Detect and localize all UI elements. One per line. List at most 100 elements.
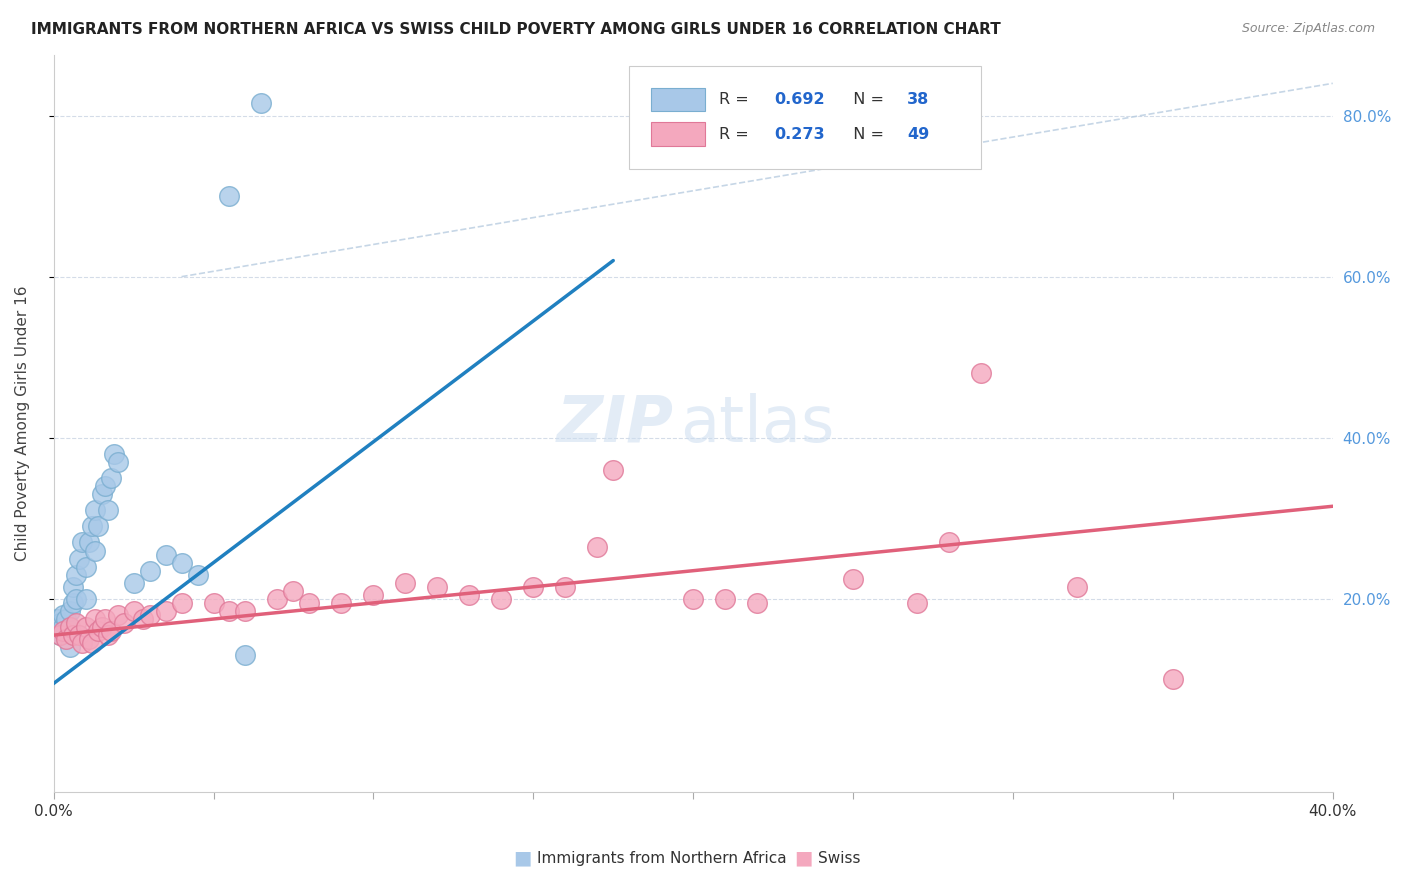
Point — [298, 596, 321, 610]
Point — [363, 588, 385, 602]
Text: Immigrants from Northern Africa: Immigrants from Northern Africa — [537, 851, 787, 865]
Point — [67, 628, 90, 642]
Text: 0.692: 0.692 — [773, 92, 824, 107]
Text: Swiss: Swiss — [818, 851, 860, 865]
Text: atlas: atlas — [681, 392, 835, 455]
Point — [65, 591, 87, 606]
Point — [45, 624, 67, 639]
Point — [59, 620, 82, 634]
Point — [90, 487, 112, 501]
Point — [84, 612, 107, 626]
Point — [55, 612, 77, 626]
Point — [426, 580, 449, 594]
Point — [72, 535, 94, 549]
Point — [250, 96, 273, 111]
Point — [49, 615, 72, 630]
Text: Source: ZipAtlas.com: Source: ZipAtlas.com — [1241, 22, 1375, 36]
Point — [218, 604, 240, 618]
Text: ■: ■ — [794, 848, 813, 868]
Point — [170, 596, 193, 610]
FancyBboxPatch shape — [651, 87, 704, 112]
Point — [62, 596, 84, 610]
Point — [122, 604, 145, 618]
Point — [714, 591, 737, 606]
Point — [970, 367, 993, 381]
FancyBboxPatch shape — [651, 122, 704, 145]
Point — [62, 628, 84, 642]
Point — [80, 519, 103, 533]
Point — [138, 564, 160, 578]
Point — [97, 628, 120, 642]
Point — [90, 620, 112, 634]
Point — [554, 580, 576, 594]
Point — [87, 624, 110, 639]
Point — [235, 604, 257, 618]
Point — [52, 607, 75, 622]
Point — [75, 620, 97, 634]
Point — [77, 632, 100, 647]
Point — [72, 636, 94, 650]
Point — [65, 615, 87, 630]
Point — [186, 567, 208, 582]
Point — [55, 624, 77, 639]
Point — [682, 591, 704, 606]
Point — [107, 455, 129, 469]
Point — [522, 580, 544, 594]
Point — [67, 551, 90, 566]
Point — [62, 580, 84, 594]
Point — [747, 596, 769, 610]
Text: R =: R = — [718, 92, 754, 107]
Point — [55, 632, 77, 647]
Point — [59, 640, 82, 655]
Point — [283, 583, 305, 598]
Point — [491, 591, 513, 606]
Point — [122, 575, 145, 590]
Point — [80, 636, 103, 650]
Point — [170, 556, 193, 570]
Point — [84, 543, 107, 558]
Text: ZIP: ZIP — [557, 392, 673, 455]
Point — [905, 596, 928, 610]
Point — [266, 591, 288, 606]
Point — [602, 463, 624, 477]
Point — [84, 503, 107, 517]
Y-axis label: Child Poverty Among Girls Under 16: Child Poverty Among Girls Under 16 — [15, 286, 30, 561]
Point — [65, 567, 87, 582]
Point — [45, 612, 67, 626]
Point — [330, 596, 353, 610]
Point — [218, 189, 240, 203]
Point — [59, 604, 82, 618]
Point — [394, 575, 416, 590]
Point — [103, 447, 125, 461]
Point — [77, 535, 100, 549]
Text: 38: 38 — [907, 92, 929, 107]
Point — [202, 596, 225, 610]
Text: R =: R = — [718, 127, 754, 142]
Text: ■: ■ — [513, 848, 531, 868]
Point — [100, 624, 122, 639]
Point — [842, 572, 865, 586]
Text: 0.273: 0.273 — [773, 127, 824, 142]
Point — [52, 620, 75, 634]
Point — [1066, 580, 1088, 594]
Point — [75, 591, 97, 606]
Point — [49, 628, 72, 642]
Point — [112, 615, 135, 630]
Point — [107, 607, 129, 622]
Text: N =: N = — [842, 92, 889, 107]
Point — [458, 588, 481, 602]
Point — [138, 607, 160, 622]
FancyBboxPatch shape — [630, 66, 981, 169]
Point — [75, 559, 97, 574]
Point — [235, 648, 257, 663]
Point — [97, 503, 120, 517]
Point — [586, 540, 609, 554]
Point — [1161, 673, 1184, 687]
Point — [938, 535, 960, 549]
Text: 49: 49 — [907, 127, 929, 142]
Point — [100, 471, 122, 485]
Point — [87, 519, 110, 533]
Point — [155, 548, 177, 562]
Point — [94, 612, 117, 626]
Point — [132, 612, 155, 626]
